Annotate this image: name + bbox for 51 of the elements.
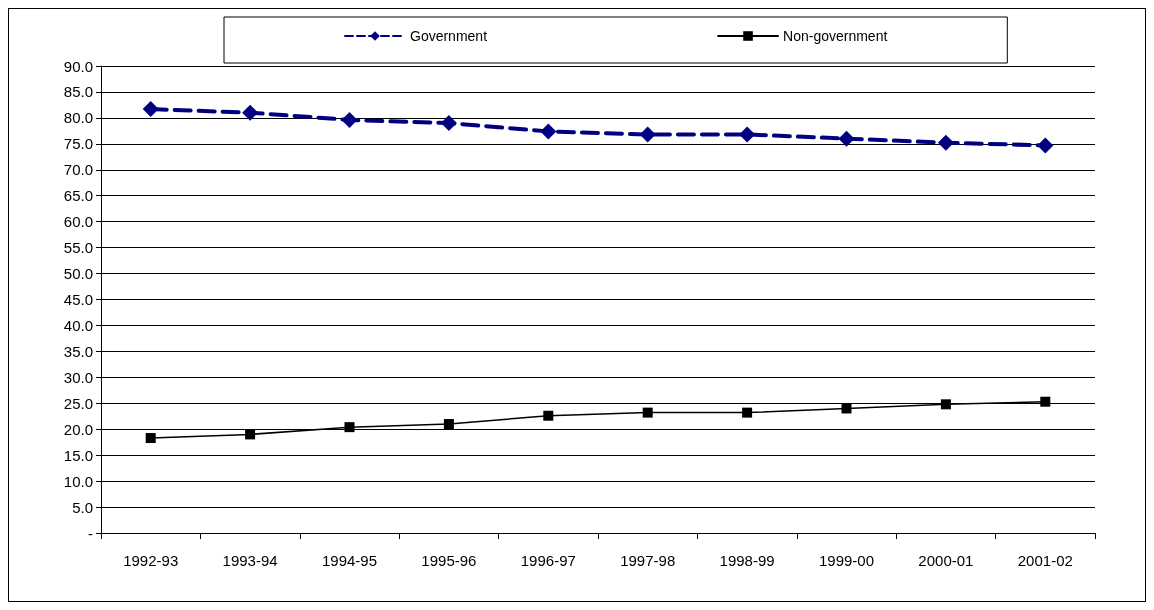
y-tick-label: - bbox=[88, 524, 93, 542]
point bbox=[1040, 396, 1051, 407]
point bbox=[739, 126, 756, 143]
y-tick-label: 10.0 bbox=[63, 472, 93, 490]
x-tick-label: 2001-02 bbox=[1017, 552, 1073, 569]
point bbox=[142, 101, 159, 118]
point bbox=[245, 429, 256, 440]
point bbox=[639, 126, 656, 143]
y-tick-label: 20.0 bbox=[63, 420, 93, 438]
x-tick-label: 1993-94 bbox=[222, 552, 278, 569]
x-tick-label: 1999-00 bbox=[818, 552, 875, 569]
x-tick-label: 1995-96 bbox=[421, 552, 477, 569]
point bbox=[242, 104, 259, 121]
x-tick-label: 1994-95 bbox=[321, 552, 378, 569]
x-tick-label: 1998-99 bbox=[719, 552, 775, 569]
y-tick-label: 40.0 bbox=[63, 316, 93, 334]
y-tick-label: 70.0 bbox=[63, 161, 93, 179]
y-tick-label: 30.0 bbox=[63, 368, 93, 386]
point bbox=[145, 433, 156, 444]
y-tick-label: 15.0 bbox=[63, 446, 93, 464]
legend-label: Government bbox=[410, 28, 488, 44]
y-tick-label: 60.0 bbox=[63, 213, 93, 231]
y-tick-label: 5.0 bbox=[72, 498, 93, 516]
point bbox=[540, 123, 557, 140]
point bbox=[742, 407, 753, 418]
point bbox=[838, 130, 855, 147]
y-tick-label: 45.0 bbox=[63, 291, 93, 308]
point bbox=[543, 410, 554, 421]
x-tick-label: 1997-98 bbox=[620, 552, 676, 569]
y-tick-label: 35.0 bbox=[63, 342, 93, 360]
y-tick-label: 50.0 bbox=[63, 265, 93, 283]
x-tick-label: 1992-93 bbox=[123, 552, 179, 569]
y-tick-label: 65.0 bbox=[63, 187, 93, 205]
point bbox=[642, 407, 653, 418]
point bbox=[841, 403, 852, 414]
y-tick-label: 75.0 bbox=[63, 135, 93, 153]
y-tick-label: 25.0 bbox=[63, 394, 93, 412]
legend-label: Non-government bbox=[783, 28, 888, 44]
point bbox=[344, 422, 355, 433]
point bbox=[341, 111, 358, 128]
x-tick-label: 2000-01 bbox=[918, 552, 974, 569]
y-tick-label: 80.0 bbox=[63, 109, 93, 127]
y-tick-label: 55.0 bbox=[63, 239, 93, 257]
x-tick-label: 1996-97 bbox=[520, 552, 576, 569]
point bbox=[1037, 137, 1054, 154]
point bbox=[940, 399, 951, 410]
point bbox=[937, 134, 954, 151]
point bbox=[443, 419, 454, 430]
point bbox=[440, 115, 457, 132]
y-tick-label: 90.0 bbox=[63, 57, 93, 75]
y-tick-label: 85.0 bbox=[63, 83, 93, 101]
